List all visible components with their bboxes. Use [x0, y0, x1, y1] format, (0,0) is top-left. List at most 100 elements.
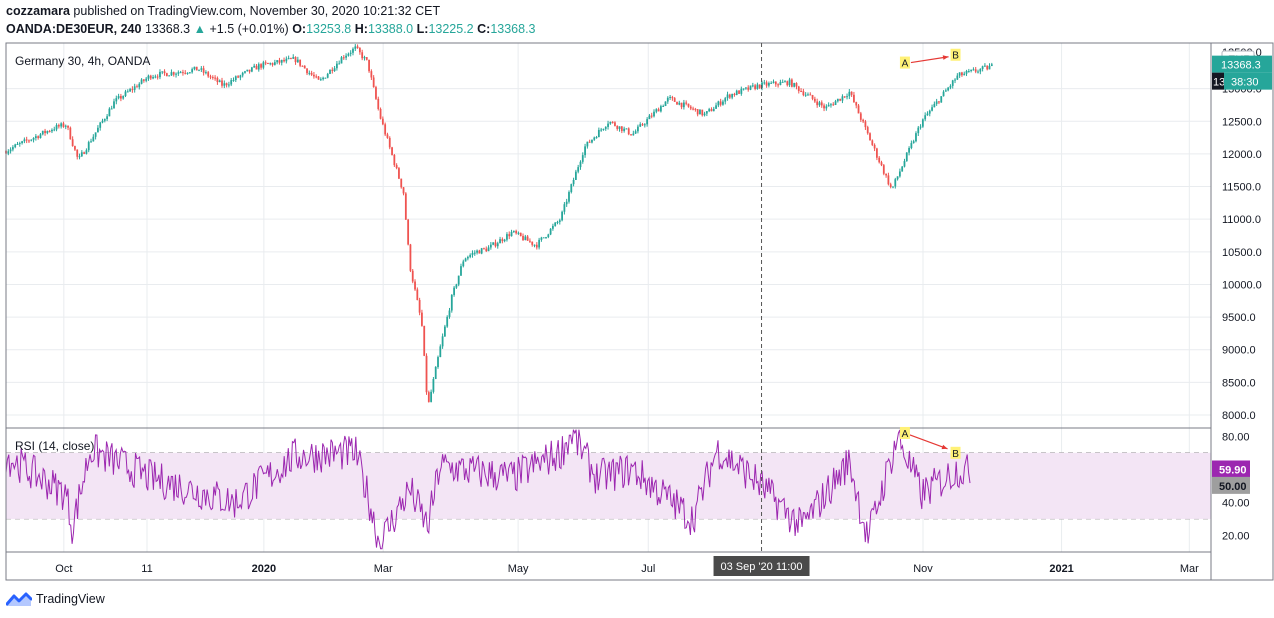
- candle-body: [942, 91, 945, 97]
- ohlc-legend: OANDA:DE30EUR, 240 13368.3 ▲ +1.5 (+0.01…: [6, 22, 536, 36]
- candle-body: [887, 175, 890, 185]
- time-tick-label: Nov: [913, 563, 933, 575]
- candle-body: [368, 59, 370, 72]
- candle-body: [728, 94, 731, 98]
- symbol-label[interactable]: OANDA:DE30EUR, 240: [6, 22, 142, 36]
- candle-body: [319, 79, 322, 81]
- candle-body: [588, 141, 591, 143]
- candle-body: [990, 64, 993, 66]
- candle-body: [878, 157, 881, 163]
- candle-body: [928, 110, 931, 114]
- marker-box: [899, 426, 910, 439]
- candle-body: [126, 91, 129, 93]
- candle-body: [919, 126, 922, 128]
- candle-body: [427, 392, 430, 402]
- candle-body: [749, 85, 752, 90]
- marker-label: B: [952, 449, 959, 460]
- candle-body: [563, 204, 566, 212]
- candle-body: [708, 109, 711, 112]
- price-tick-label: 10000.0: [1222, 279, 1262, 291]
- candle-body: [184, 72, 187, 74]
- candle-body: [790, 79, 793, 87]
- candle-body: [735, 90, 738, 95]
- candle-body: [751, 85, 754, 87]
- candle-body: [283, 59, 285, 62]
- candle-body: [843, 96, 846, 98]
- candle-body: [733, 93, 736, 95]
- author-name[interactable]: cozzamara: [6, 4, 70, 18]
- time-tick-label: 2021: [1049, 563, 1073, 575]
- candle-body: [554, 222, 557, 226]
- candle-body: [556, 221, 559, 223]
- annotations: A B A B: [899, 48, 961, 460]
- candle-body: [574, 171, 577, 180]
- candle-body: [257, 64, 260, 70]
- last-price-text: 13368.3: [1221, 60, 1261, 72]
- rsi-line: [5, 429, 971, 550]
- candle-body: [278, 60, 281, 63]
- candle-body: [614, 122, 616, 126]
- candle-body: [439, 346, 442, 358]
- candle-body: [655, 109, 658, 112]
- candle-body: [786, 81, 789, 86]
- candle-body: [110, 108, 113, 110]
- candle-body: [32, 138, 35, 140]
- candle-body: [455, 284, 458, 288]
- candle-body: [954, 79, 956, 81]
- candle-body: [510, 231, 513, 237]
- candle-body: [460, 266, 462, 276]
- candle-body: [276, 60, 279, 63]
- candle-body: [129, 89, 131, 92]
- candle-body: [836, 98, 839, 102]
- crosshair-time-tag: [713, 556, 810, 576]
- candle-body: [87, 142, 90, 151]
- candle-body: [620, 126, 623, 131]
- candle-body: [758, 84, 761, 88]
- candle-body: [979, 69, 982, 72]
- candle-body: [159, 71, 161, 78]
- candle-body: [772, 81, 775, 83]
- candle-body: [342, 57, 345, 59]
- candle-body: [689, 106, 692, 109]
- candle-body: [841, 96, 844, 101]
- candle-body: [214, 77, 217, 79]
- candle-body: [446, 316, 449, 327]
- candle-body: [186, 72, 189, 74]
- candle-body: [859, 113, 862, 120]
- candle-body: [795, 83, 798, 87]
- candle-body: [260, 64, 262, 68]
- candle-body: [807, 94, 809, 96]
- price-scale-border: [1210, 42, 1274, 581]
- candle-body: [372, 77, 375, 88]
- candle-body: [781, 81, 784, 83]
- candle-body: [170, 72, 173, 76]
- candle-body: [988, 65, 991, 70]
- candle-body: [584, 146, 586, 156]
- candle-body: [363, 57, 366, 59]
- candle-body: [448, 310, 451, 317]
- candle-body: [597, 129, 600, 138]
- candle-body: [7, 151, 10, 154]
- candle-body: [115, 98, 118, 102]
- footer-brand[interactable]: TradingView: [6, 591, 105, 607]
- candle-body: [179, 72, 182, 74]
- candle-body: [519, 232, 522, 236]
- candle-body: [908, 148, 910, 153]
- candle-body: [673, 98, 676, 102]
- candle-body: [506, 234, 508, 240]
- candle-body: [296, 59, 299, 63]
- candle-body: [719, 101, 722, 105]
- candle-body: [462, 261, 465, 267]
- candle-body: [386, 134, 389, 138]
- candle-body: [60, 123, 63, 127]
- price-clip-tag: [1212, 72, 1224, 90]
- candle-body: [816, 101, 819, 106]
- candle-body: [745, 87, 747, 89]
- candle-body: [882, 165, 885, 174]
- candle-body: [540, 237, 543, 240]
- candle-body: [529, 240, 531, 242]
- candle-body: [90, 141, 92, 143]
- candle-body: [726, 94, 729, 99]
- candle-body: [269, 63, 272, 65]
